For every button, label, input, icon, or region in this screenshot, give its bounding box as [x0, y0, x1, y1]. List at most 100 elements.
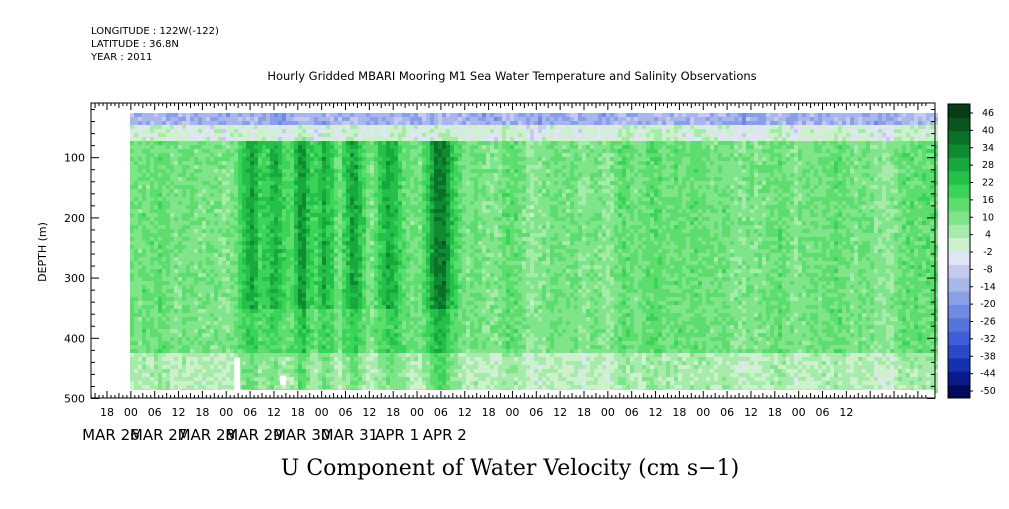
heatmap-cell: [134, 265, 138, 269]
heatmap-cell: [350, 349, 354, 353]
heatmap-cell: [290, 365, 294, 369]
heatmap-cell: [206, 165, 210, 169]
heatmap-cell: [322, 377, 326, 381]
heatmap-cell: [134, 325, 138, 329]
heatmap-cell: [394, 173, 398, 177]
heatmap-cell: [150, 133, 154, 137]
heatmap-cell: [354, 305, 358, 309]
heatmap-cell: [414, 133, 418, 137]
heatmap-cell: [270, 165, 274, 169]
heatmap-cell: [358, 329, 362, 333]
heatmap-cell: [206, 197, 210, 201]
heatmap-cell: [382, 341, 386, 345]
heatmap-cell: [378, 305, 382, 309]
heatmap-cell: [330, 269, 334, 273]
heatmap-cell: [346, 213, 350, 217]
heatmap-cell: [390, 113, 394, 117]
heatmap-cell: [402, 253, 406, 257]
heatmap-cell: [234, 197, 238, 201]
heatmap-cell: [154, 321, 158, 325]
heatmap-cell: [274, 121, 278, 125]
heatmap-cell: [334, 341, 338, 345]
heatmap-cell: [218, 333, 222, 337]
heatmap-cell: [230, 217, 234, 221]
heatmap-cell: [170, 381, 174, 385]
heatmap-cell: [162, 321, 166, 325]
heatmap-cell: [390, 277, 394, 281]
heatmap-cell: [258, 365, 262, 369]
heatmap-cell: [174, 161, 178, 165]
heatmap-cell: [266, 245, 270, 249]
heatmap-cell: [282, 169, 286, 173]
heatmap-cell: [162, 177, 166, 181]
heatmap-cell: [178, 225, 182, 229]
heatmap-cell: [330, 273, 334, 277]
heatmap-cell: [178, 125, 182, 129]
heatmap-cell: [258, 349, 262, 353]
heatmap-cell: [234, 273, 238, 277]
heatmap-cell: [178, 281, 182, 285]
heatmap-cell: [214, 113, 218, 117]
heatmap-cell: [230, 189, 234, 193]
heatmap-cell: [322, 205, 326, 209]
heatmap-cell: [382, 281, 386, 285]
heatmap-cell: [174, 141, 178, 145]
heatmap-cell: [158, 229, 162, 233]
heatmap-cell: [130, 125, 134, 129]
heatmap-cell: [382, 193, 386, 197]
heatmap-cell: [230, 257, 234, 261]
heatmap-cell: [298, 369, 302, 373]
heatmap-cell: [226, 189, 230, 193]
heatmap-cell: [302, 169, 306, 173]
heatmap-cell: [242, 149, 246, 153]
heatmap-cell: [270, 357, 274, 361]
heatmap-cell: [374, 121, 378, 125]
heatmap-cell: [306, 217, 310, 221]
heatmap-cell: [290, 281, 294, 285]
heatmap-cell: [282, 353, 286, 357]
heatmap-cell: [394, 205, 398, 209]
heatmap-cell: [162, 265, 166, 269]
heatmap-cell: [162, 249, 166, 253]
heatmap-cell: [314, 121, 318, 125]
heatmap-cell: [346, 337, 350, 341]
heatmap-cell: [162, 337, 166, 341]
heatmap-cell: [150, 209, 154, 213]
heatmap-cell: [322, 341, 326, 345]
heatmap-cell: [334, 217, 338, 221]
heatmap-cell: [186, 313, 190, 317]
heatmap-cell: [226, 169, 230, 173]
heatmap-cell: [186, 329, 190, 333]
heatmap-cell: [282, 113, 286, 117]
heatmap-cell: [290, 181, 294, 185]
heatmap-cell: [234, 185, 238, 189]
heatmap-cell: [406, 273, 410, 277]
heatmap-cell: [178, 241, 182, 245]
heatmap-cell: [182, 257, 186, 261]
heatmap-cell: [182, 145, 186, 149]
heatmap-cell: [274, 197, 278, 201]
heatmap-cell: [366, 189, 370, 193]
heatmap-cell: [338, 333, 342, 337]
heatmap-cell: [330, 197, 334, 201]
heatmap-cell: [158, 249, 162, 253]
heatmap-cell: [238, 301, 242, 305]
heatmap-cell: [166, 113, 170, 117]
heatmap-cell: [334, 125, 338, 129]
heatmap-cell: [366, 145, 370, 149]
heatmap-cell: [382, 253, 386, 257]
heatmap-cell: [158, 305, 162, 309]
heatmap-cell: [166, 357, 170, 361]
heatmap-cell: [234, 293, 238, 297]
heatmap-cell: [342, 153, 346, 157]
heatmap-cell: [318, 369, 322, 373]
heatmap-cell: [166, 189, 170, 193]
heatmap-cell: [342, 333, 346, 337]
heatmap-cell: [234, 261, 238, 265]
heatmap-cell: [318, 373, 322, 377]
heatmap-cell: [366, 221, 370, 225]
heatmap-cell: [154, 153, 158, 157]
heatmap-cell: [370, 381, 374, 385]
heatmap-cell: [326, 113, 330, 117]
heatmap-cell: [350, 289, 354, 293]
